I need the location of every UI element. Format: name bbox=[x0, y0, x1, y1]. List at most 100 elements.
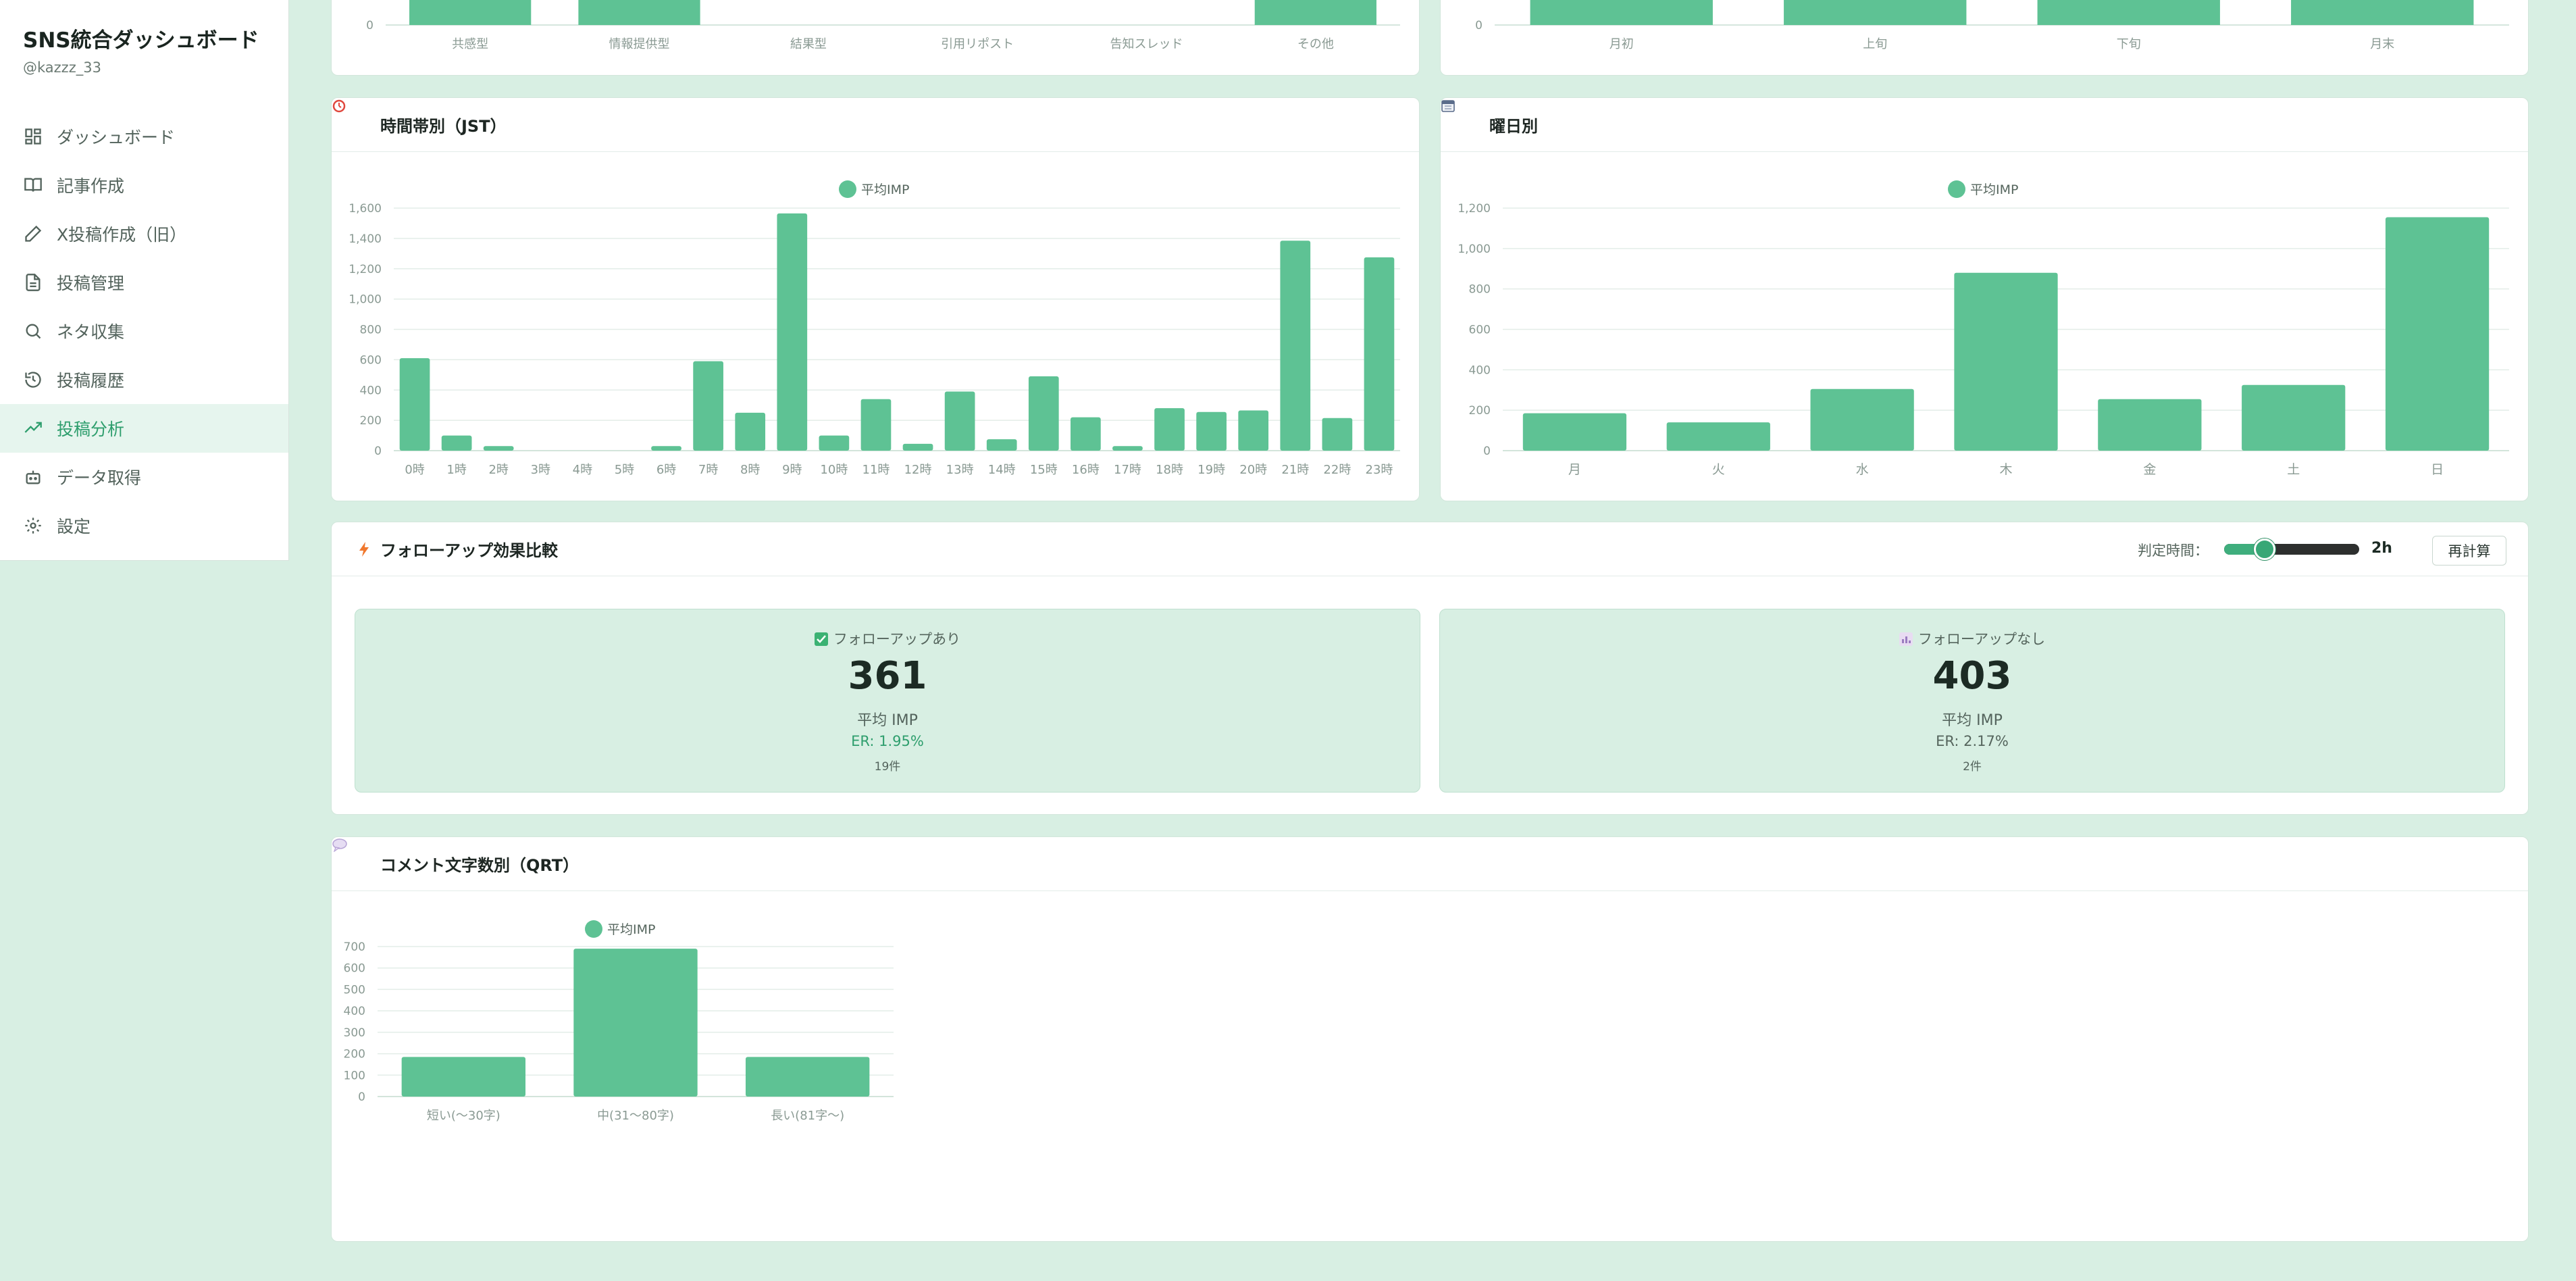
chart-icon bbox=[1899, 632, 1913, 646]
post-type-x-label-4: 告知スレッド bbox=[1110, 37, 1183, 51]
hourly-bar-18[interactable] bbox=[1154, 408, 1185, 451]
sidebar-item-4[interactable]: ネタ収集 bbox=[0, 307, 288, 355]
post-type-x-label-3: 引用リポスト bbox=[941, 37, 1014, 51]
recalculate-button[interactable]: 再計算 bbox=[2432, 536, 2506, 566]
followup-without-count: 2件 bbox=[1963, 760, 1982, 774]
hourly-bar-22[interactable] bbox=[1322, 418, 1353, 451]
post-type-x-label-5: その他 bbox=[1297, 37, 1334, 51]
calendar-icon bbox=[1441, 100, 1481, 133]
hourly-x-label-11: 11時 bbox=[862, 463, 890, 477]
hourly-bar-20[interactable] bbox=[1238, 410, 1269, 451]
hourly-bar-7[interactable] bbox=[693, 361, 723, 451]
post-type-x-label-0: 共感型 bbox=[452, 37, 488, 51]
weekday-y-tick: 1,000 bbox=[1458, 243, 1491, 256]
hourly-bar-13[interactable] bbox=[944, 391, 975, 451]
hourly-chart-title: 時間帯別（JST） bbox=[380, 117, 507, 136]
weekday-y-tick: 400 bbox=[1469, 363, 1491, 377]
comment-y-tick: 200 bbox=[344, 1048, 365, 1061]
hourly-bar-1[interactable] bbox=[441, 435, 472, 451]
hourly-bar-2[interactable] bbox=[483, 446, 514, 451]
weekday-x-label-2: 水 bbox=[1856, 462, 1869, 477]
sidebar-item-6[interactable]: 投稿分析 bbox=[0, 404, 288, 453]
sidebar-item-5[interactable]: 投稿履歴 bbox=[0, 355, 288, 404]
hourly-y-tick: 1,200 bbox=[349, 263, 382, 276]
sidebar-item-2[interactable]: X投稿作成（旧） bbox=[0, 209, 288, 258]
followup-without-panel: フォローアップなし 403 平均 IMP ER: 2.17% 2件 bbox=[1439, 609, 2505, 793]
sidebar-item-8[interactable]: 設定 bbox=[0, 501, 288, 550]
hourly-bar-6[interactable] bbox=[651, 446, 681, 451]
hourly-x-label-20: 20時 bbox=[1239, 463, 1267, 477]
hourly-legend-swatch[interactable] bbox=[839, 180, 856, 198]
post-type-x-label-1: 情報提供型 bbox=[609, 37, 670, 51]
post-type-bar-0[interactable] bbox=[409, 0, 532, 25]
post-type-y-tick: 0 bbox=[366, 19, 373, 32]
weekday-y-tick: 800 bbox=[1469, 283, 1491, 297]
comment-y-tick: 100 bbox=[344, 1069, 365, 1082]
hourly-bar-19[interactable] bbox=[1196, 411, 1227, 451]
weekday-bar-2[interactable] bbox=[1810, 388, 1914, 451]
weekday-chart-header: 曜日別 bbox=[1441, 98, 2528, 152]
threshold-slider[interactable] bbox=[2224, 538, 2359, 560]
followup-without-er: ER: 2.17% bbox=[1936, 733, 2009, 749]
hourly-chart-card: 時間帯別（JST） 0 200 400 600 800 1,000 1,200 1,400 1,… bbox=[331, 97, 1420, 501]
hourly-bar-23[interactable] bbox=[1364, 257, 1395, 451]
hourly-bar-17[interactable] bbox=[1112, 446, 1143, 451]
dashboard-icon bbox=[23, 126, 43, 147]
hourly-bar-11[interactable] bbox=[860, 399, 892, 451]
weekday-bar-3[interactable] bbox=[1954, 272, 2058, 451]
sidebar-item-7[interactable]: データ取得 bbox=[0, 453, 288, 501]
hourly-x-label-3: 3時 bbox=[531, 463, 550, 477]
hourly-bar-14[interactable] bbox=[986, 439, 1017, 451]
comment-bar-2[interactable] bbox=[745, 1057, 870, 1097]
sidebar-item-0[interactable]: ダッシュボード bbox=[0, 112, 288, 161]
lightning-icon bbox=[356, 541, 372, 557]
hourly-bar-0[interactable] bbox=[399, 358, 430, 451]
hourly-x-label-9: 9時 bbox=[782, 463, 802, 477]
hourly-bar-12[interactable] bbox=[902, 443, 933, 451]
hourly-x-label-4: 4時 bbox=[573, 463, 592, 477]
hourly-legend-label[interactable]: 平均IMP bbox=[861, 182, 909, 197]
comment-y-tick: 500 bbox=[344, 983, 365, 997]
hourly-x-label-18: 18時 bbox=[1156, 463, 1183, 477]
post-type-bar-5[interactable] bbox=[1254, 0, 1376, 25]
hourly-y-tick: 600 bbox=[360, 353, 382, 367]
threshold-slider-knob[interactable] bbox=[2254, 538, 2275, 560]
hourly-chart-header: 時間帯別（JST） bbox=[332, 98, 1419, 152]
post-type-chart-card: 0 共感型 情報提供型 結果型 引用リポスト 告知スレッド その他 bbox=[331, 0, 1420, 76]
weekday-bar-5[interactable] bbox=[2242, 384, 2346, 451]
weekday-bar-6[interactable] bbox=[2385, 217, 2490, 451]
month-period-bar-1[interactable] bbox=[1784, 0, 1967, 25]
sidebar-item-label: 設定 bbox=[57, 517, 91, 536]
hourly-bar-8[interactable] bbox=[735, 412, 766, 451]
month-period-bar-0[interactable] bbox=[1530, 0, 1713, 25]
month-period-bar-3[interactable] bbox=[2291, 0, 2474, 25]
sidebar-item-label: 投稿分析 bbox=[57, 420, 125, 439]
sidebar-item-3[interactable]: 投稿管理 bbox=[0, 258, 288, 307]
weekday-bar-4[interactable] bbox=[2098, 399, 2202, 451]
month-period-x-label-0: 月初 bbox=[1609, 37, 1634, 51]
comment-bar-0[interactable] bbox=[401, 1057, 526, 1097]
comment-length-chart: 0 100 200 300 400 500 600 700 短い(〜30字) 中(31〜80字) 長… bbox=[344, 920, 894, 1123]
weekday-chart-card: 曜日別 0 200 400 600 800 1,000 1,200 月 火 水 木 金 土 日 平均IMP bbox=[1440, 97, 2529, 501]
month-period-bar-2[interactable] bbox=[2037, 0, 2220, 25]
hourly-bar-9[interactable] bbox=[777, 213, 808, 451]
comment-legend-swatch[interactable] bbox=[585, 920, 602, 938]
hourly-y-tick: 1,400 bbox=[349, 232, 382, 246]
weekday-bar-0[interactable] bbox=[1522, 413, 1627, 451]
hourly-x-label-14: 14時 bbox=[988, 463, 1016, 477]
hourly-bar-15[interactable] bbox=[1028, 376, 1059, 451]
weekday-legend-label[interactable]: 平均IMP bbox=[1970, 182, 2018, 197]
post-type-bar-1[interactable] bbox=[578, 0, 700, 25]
sidebar-item-label: X投稿作成（旧） bbox=[57, 225, 187, 245]
speech-bubble-icon bbox=[332, 838, 372, 872]
hourly-bar-10[interactable] bbox=[819, 435, 850, 451]
weekday-legend-swatch[interactable] bbox=[1948, 180, 1965, 198]
hourly-y-tick: 1,000 bbox=[349, 293, 382, 307]
hourly-bar-16[interactable] bbox=[1071, 417, 1101, 451]
comment-legend-label[interactable]: 平均IMP bbox=[607, 922, 655, 937]
hourly-bar-21[interactable] bbox=[1280, 241, 1311, 451]
weekday-bar-1[interactable] bbox=[1666, 422, 1770, 451]
hourly-y-tick: 800 bbox=[360, 324, 382, 337]
sidebar-item-1[interactable]: 記事作成 bbox=[0, 161, 288, 209]
comment-bar-1[interactable] bbox=[573, 949, 698, 1097]
